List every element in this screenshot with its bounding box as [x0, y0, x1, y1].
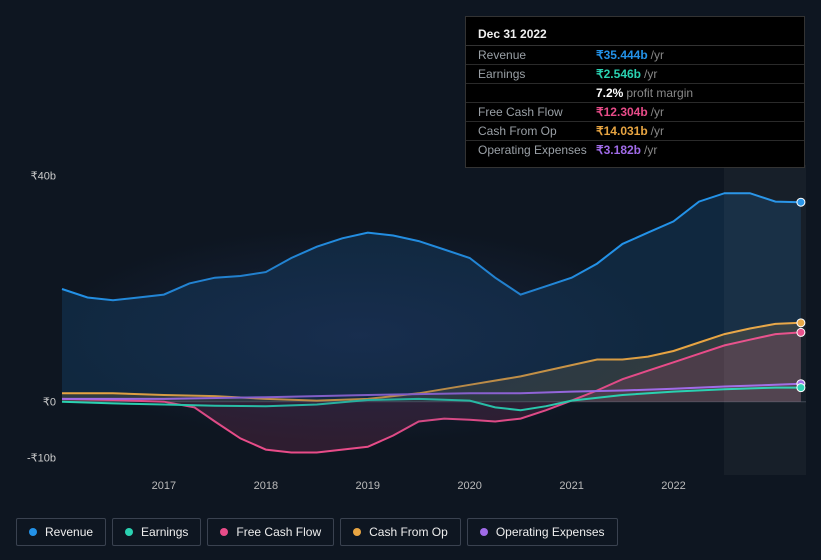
- tooltip-value: ₹12.304b: [596, 105, 648, 119]
- legend: Revenue Earnings Free Cash Flow Cash From O…: [16, 518, 618, 546]
- tooltip-label: Operating Expenses: [478, 143, 596, 157]
- x-axis-label: 2021: [559, 480, 583, 492]
- tooltip-value: ₹35.444b: [596, 48, 648, 62]
- forecast-band: [724, 165, 806, 475]
- tooltip-value-wrap: ₹3.182b/yr: [596, 143, 657, 157]
- legend-label: Free Cash Flow: [236, 525, 321, 539]
- tooltip-value-wrap: ₹2.546b/yr: [596, 67, 657, 81]
- tooltip-label: [478, 86, 596, 100]
- legend-item-cash-from-op[interactable]: Cash From Op: [340, 518, 461, 546]
- legend-dot-icon: [125, 528, 133, 536]
- legend-label: Earnings: [141, 525, 188, 539]
- tooltip-unit: /yr: [644, 143, 657, 157]
- legend-dot-icon: [220, 528, 228, 536]
- legend-item-revenue[interactable]: Revenue: [16, 518, 106, 546]
- y-axis-label: ₹40b: [16, 170, 56, 183]
- tooltip-row: Operating Expenses₹3.182b/yr: [466, 141, 804, 159]
- tooltip-row: Earnings₹2.546b/yr: [466, 65, 804, 84]
- legend-dot-icon: [480, 528, 488, 536]
- legend-label: Operating Expenses: [496, 525, 605, 539]
- tooltip-label: Free Cash Flow: [478, 105, 596, 119]
- tooltip-unit: /yr: [644, 67, 657, 81]
- legend-item-free-cash-flow[interactable]: Free Cash Flow: [207, 518, 334, 546]
- y-axis-label: ₹0: [16, 395, 56, 408]
- tooltip-label: Earnings: [478, 67, 596, 81]
- tooltip-row: Cash From Op₹14.031b/yr: [466, 122, 804, 141]
- tooltip-unit: /yr: [651, 124, 664, 138]
- legend-item-earnings[interactable]: Earnings: [112, 518, 201, 546]
- legend-label: Cash From Op: [369, 525, 448, 539]
- legend-dot-icon: [29, 528, 37, 536]
- tooltip-row: Free Cash Flow₹12.304b/yr: [466, 103, 804, 122]
- legend-label: Revenue: [45, 525, 93, 539]
- tooltip-subvalue: 7.2%: [596, 86, 623, 100]
- tooltip-value: ₹2.546b: [596, 67, 641, 81]
- tooltip-unit: /yr: [651, 105, 664, 119]
- legend-dot-icon: [353, 528, 361, 536]
- tooltip-value-wrap: ₹14.031b/yr: [596, 124, 664, 138]
- chart-svg: [62, 165, 806, 475]
- x-axis-label: 2020: [457, 480, 481, 492]
- legend-item-operating-expenses[interactable]: Operating Expenses: [467, 518, 618, 546]
- x-axis-label: 2019: [356, 480, 380, 492]
- plot-area[interactable]: [62, 165, 806, 475]
- x-axis-label: 2018: [254, 480, 278, 492]
- tooltip-sublabel: profit margin: [626, 86, 693, 100]
- x-axis-label: 2022: [661, 480, 685, 492]
- tooltip-subvalue-wrap: 7.2%profit margin: [596, 86, 693, 100]
- tooltip-value: ₹14.031b: [596, 124, 648, 138]
- tooltip-unit: /yr: [651, 48, 664, 62]
- tooltip-date: Dec 31 2022: [466, 25, 804, 46]
- tooltip-label: Cash From Op: [478, 124, 596, 138]
- tooltip-value-wrap: ₹35.444b/yr: [596, 48, 664, 62]
- tooltip-row: Revenue₹35.444b/yr: [466, 46, 804, 65]
- tooltip-value-wrap: ₹12.304b/yr: [596, 105, 664, 119]
- tooltip-value: ₹3.182b: [596, 143, 641, 157]
- tooltip-label: Revenue: [478, 48, 596, 62]
- tooltip-subrow: 7.2%profit margin: [466, 84, 804, 103]
- x-axis-label: 2017: [152, 480, 176, 492]
- y-axis-label: -₹10b: [16, 452, 56, 465]
- chart-tooltip: Dec 31 2022 Revenue₹35.444b/yrEarnings₹2…: [465, 16, 805, 168]
